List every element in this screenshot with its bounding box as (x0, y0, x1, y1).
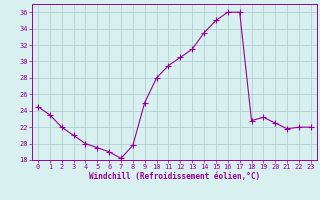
X-axis label: Windchill (Refroidissement éolien,°C): Windchill (Refroidissement éolien,°C) (89, 172, 260, 181)
